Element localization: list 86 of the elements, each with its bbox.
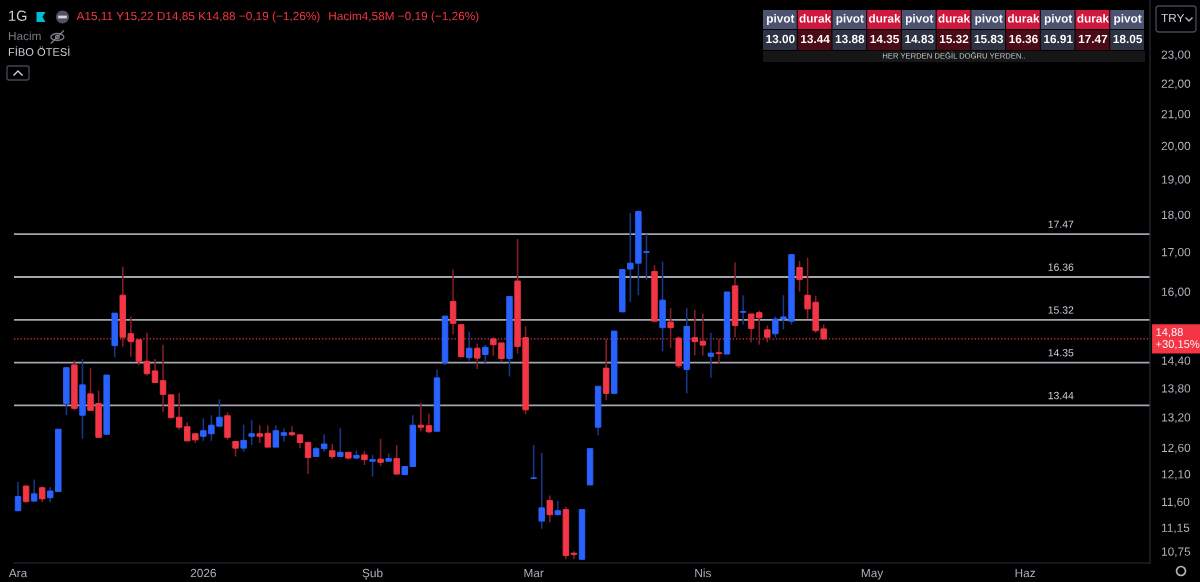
annotation: 17.47 [1078, 34, 1108, 44]
candlestick [167, 394, 175, 419]
y-tick-label: 11,60 [1162, 497, 1190, 508]
annotation: pivot [905, 14, 934, 25]
candlestick [538, 452, 545, 530]
y-tick-label: 21,00 [1161, 109, 1191, 120]
ref-line-label: 14,88 +30,15% [1156, 328, 1200, 350]
candlestick [280, 427, 288, 443]
ref-line-label: 14.35 [1048, 349, 1074, 357]
candlestick [337, 427, 344, 458]
candlestick [449, 268, 457, 336]
x-tick-label: 2026 [190, 568, 216, 578]
x-tick-label: Mar [524, 568, 544, 578]
candlestick [224, 411, 231, 441]
candlestick [570, 550, 578, 561]
annotation: 16.91 [1044, 34, 1073, 44]
annotation: durak [1007, 14, 1040, 23]
candlestick [546, 494, 553, 523]
y-tick-label: 11,15 [1162, 523, 1190, 534]
ref-line-label: 15.32 [1048, 306, 1074, 314]
annotation: pivot [975, 14, 1003, 25]
candlestick [151, 358, 159, 384]
candlestick [272, 424, 280, 448]
y-tick-label: 19,00 [1162, 175, 1191, 186]
candlestick [530, 444, 537, 480]
candlestick [474, 343, 481, 370]
y-tick-label: 13,80 [1162, 384, 1191, 394]
x-tick-label: Nis [695, 568, 711, 578]
candlestick [248, 419, 255, 446]
y-tick-label: 10,75 [1162, 547, 1191, 558]
ref-line-label: 13.44 [1048, 391, 1074, 400]
candlestick [739, 294, 747, 326]
x-tick-label: Şub [362, 568, 383, 580]
annotation: 13.88 [835, 34, 865, 44]
annotation: 18.05 [1113, 34, 1143, 44]
annotation: durak [1077, 14, 1109, 23]
candlestick [417, 402, 425, 432]
candlestick [14, 480, 22, 513]
candlestick [159, 343, 167, 414]
annotation: durak [799, 14, 832, 23]
y-tick-label: 12,60 [1162, 443, 1191, 454]
annotation: 15.83 [974, 34, 1004, 44]
candlestick [393, 444, 400, 475]
annotation: Hacim4,58M −0,19 (−1,26%) [329, 11, 479, 23]
y-tick-label: 17,00 [1162, 247, 1191, 258]
candlestick [304, 440, 312, 475]
candlestick [796, 260, 803, 293]
candlestick [240, 423, 247, 453]
y-tick-label: 12,10 [1162, 470, 1191, 480]
y-tick-label: 20,00 [1161, 141, 1191, 152]
candlestick [425, 413, 433, 435]
annotation: 13.44 [801, 34, 830, 44]
annotation: 14.35 [870, 34, 899, 44]
candlestick [30, 478, 38, 503]
y-tick-label: 13,20 [1162, 413, 1191, 424]
x-tick-label: May [861, 568, 884, 580]
annotation: 13.00 [766, 34, 795, 44]
x-tick-label: Haz [1015, 568, 1036, 578]
candlestick [369, 454, 376, 478]
annotation: Hacim [8, 31, 41, 41]
annotation: FİBO ÖTESİ [8, 46, 70, 56]
annotation: durak [938, 14, 971, 23]
annotation: pivot [1114, 14, 1142, 25]
text: 1G [9, 10, 27, 21]
y-tick-label: 23,00 [1161, 50, 1191, 61]
annotation: durak [868, 14, 901, 23]
annotation: pivot [836, 14, 864, 25]
annotation: pivot [767, 14, 795, 25]
x-tick-label: Ara [8, 568, 28, 578]
candlestick [288, 425, 296, 438]
annotation: 14.83 [905, 34, 934, 44]
text: TRY [1161, 13, 1185, 23]
candlestick [482, 343, 489, 364]
y-tick-label: 22,00 [1161, 79, 1191, 90]
annotation: 16.36 [1009, 34, 1038, 44]
annotation: 15.32 [939, 34, 969, 44]
y-tick-label: 16,00 [1162, 287, 1191, 298]
candlestick [377, 438, 384, 467]
ref-line-label: 16.36 [1048, 263, 1074, 271]
candlestick [707, 332, 715, 379]
y-tick-label: 18,00 [1162, 210, 1191, 221]
candlestick [465, 330, 473, 362]
annotation: A15,11 Y15,22 D14,85 K14,88 −0,19 (−1,26%) [76, 11, 320, 23]
y-tick-label: 14,40 [1162, 356, 1191, 367]
ref-line-label: 17.47 [1048, 220, 1074, 228]
annotation: pivot [1044, 14, 1073, 25]
